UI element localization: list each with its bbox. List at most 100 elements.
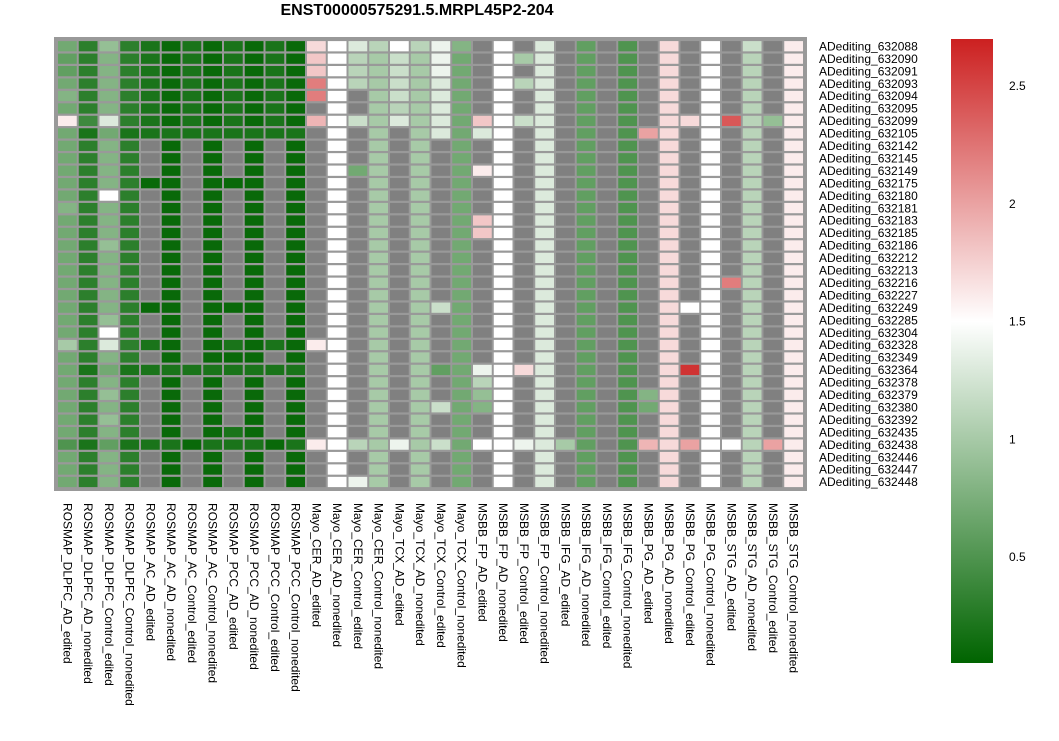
heatmap-cell <box>639 190 658 201</box>
heatmap-cell <box>58 464 77 475</box>
heatmap-cell <box>431 377 451 388</box>
heatmap-cell <box>224 364 243 376</box>
heatmap-cell <box>431 327 451 338</box>
heatmap-cell <box>763 190 783 201</box>
heatmap-cell <box>473 165 492 176</box>
heatmap-cell <box>141 402 160 413</box>
heatmap-cell <box>452 315 471 326</box>
heatmap-cell <box>722 389 741 400</box>
heatmap-cell <box>701 66 720 77</box>
heatmap-cell <box>182 277 202 288</box>
heatmap-cell <box>556 240 575 251</box>
heatmap-cell <box>701 377 720 388</box>
heatmap-cell <box>390 202 409 214</box>
heatmap-cell <box>576 352 596 363</box>
heatmap-cell <box>784 339 803 351</box>
heatmap-cell <box>784 202 803 214</box>
heatmap-cell <box>410 377 430 388</box>
heatmap-cell <box>763 140 783 151</box>
heatmap-cell <box>742 90 762 102</box>
heatmap-cell <box>659 178 679 189</box>
heatmap-cell <box>307 240 326 251</box>
heatmap-cell <box>680 327 700 338</box>
heatmap-cell <box>99 90 119 102</box>
heatmap-cell <box>618 464 637 475</box>
heatmap-cell <box>659 265 679 276</box>
heatmap-cell <box>410 439 430 450</box>
heatmap-cell <box>722 202 741 214</box>
heatmap-cell <box>763 402 783 413</box>
heatmap-cell <box>535 252 554 263</box>
heatmap-cell <box>244 427 264 438</box>
heatmap-cell <box>680 153 700 164</box>
heatmap-cell <box>390 302 409 313</box>
heatmap-cell <box>576 252 596 263</box>
heatmap-cell <box>244 327 264 338</box>
heatmap-cell <box>576 327 596 338</box>
heatmap-cell <box>410 178 430 189</box>
heatmap-cell <box>58 128 77 139</box>
heatmap-cell <box>452 277 471 288</box>
heatmap-cell <box>493 451 513 463</box>
heatmap-cell <box>639 377 658 388</box>
heatmap-cell <box>680 352 700 363</box>
heatmap-cell <box>182 389 202 400</box>
heatmap-cell <box>120 215 139 226</box>
heatmap-cell <box>659 227 679 239</box>
heatmap-cell <box>390 402 409 413</box>
heatmap-cell <box>307 66 326 77</box>
heatmap-cell <box>431 427 451 438</box>
heatmap-cell <box>514 427 534 438</box>
legend-tick-label: 2.5 <box>1009 79 1026 93</box>
heatmap-cell <box>576 265 596 276</box>
heatmap-cell <box>390 153 409 164</box>
heatmap-cell <box>99 302 119 313</box>
heatmap-cell <box>161 389 181 400</box>
heatmap-cell <box>203 78 222 89</box>
heatmap-cell <box>701 290 720 301</box>
heatmap-cell <box>493 327 513 338</box>
heatmap-cell <box>556 140 575 151</box>
heatmap-cell <box>58 115 77 127</box>
heatmap-cell <box>348 464 368 475</box>
heatmap-cell <box>182 202 202 214</box>
heatmap-cell <box>514 103 534 114</box>
heatmap-cell <box>224 240 243 251</box>
heatmap-cell <box>722 165 741 176</box>
heatmap-cell <box>784 327 803 338</box>
heatmap-cell <box>535 265 554 276</box>
column-label: ROSMAP_PCC_Control_edited <box>268 503 282 672</box>
heatmap-cell <box>763 227 783 239</box>
heatmap-cell <box>639 202 658 214</box>
heatmap-cell <box>680 78 700 89</box>
heatmap-cell <box>410 78 430 89</box>
heatmap-cell <box>597 377 617 388</box>
heatmap-cell <box>763 377 783 388</box>
heatmap-cell <box>535 78 554 89</box>
heatmap-cell <box>161 265 181 276</box>
heatmap-cell <box>224 414 243 425</box>
heatmap-cell <box>618 202 637 214</box>
heatmap-cell <box>597 165 617 176</box>
column-label: MSBB_FP_AD_edited <box>475 503 489 622</box>
heatmap-cell <box>431 277 451 288</box>
heatmap-cell <box>763 439 783 450</box>
heatmap-cell <box>514 389 534 400</box>
heatmap-cell <box>120 165 139 176</box>
heatmap-cell <box>244 377 264 388</box>
heatmap-cell <box>224 178 243 189</box>
heatmap-cell <box>78 339 98 351</box>
heatmap-cell <box>99 402 119 413</box>
heatmap-cell <box>78 78 98 89</box>
heatmap-cell <box>722 78 741 89</box>
heatmap-cell <box>286 451 305 463</box>
heatmap-cell <box>659 290 679 301</box>
heatmap-cell <box>390 190 409 201</box>
heatmap-cell <box>452 66 471 77</box>
heatmap-cell <box>535 190 554 201</box>
heatmap-cell <box>120 364 139 376</box>
heatmap-cell <box>286 190 305 201</box>
heatmap-cell <box>493 402 513 413</box>
heatmap-cell <box>120 202 139 214</box>
heatmap-cell <box>680 277 700 288</box>
